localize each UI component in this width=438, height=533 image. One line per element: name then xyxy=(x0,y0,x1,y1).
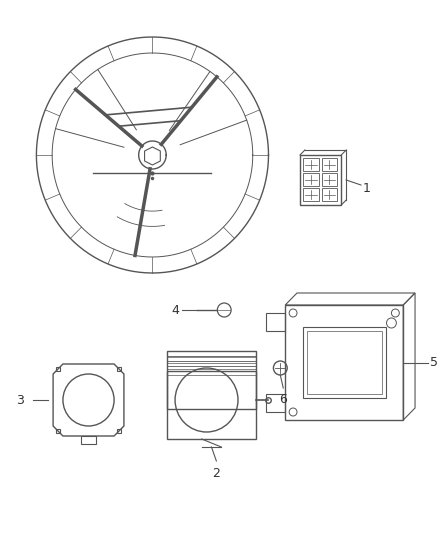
Bar xyxy=(321,173,337,186)
Text: 4: 4 xyxy=(171,303,179,317)
Bar xyxy=(265,394,285,412)
Text: 5: 5 xyxy=(430,356,438,369)
Bar xyxy=(303,173,318,186)
Text: 1: 1 xyxy=(363,182,371,195)
Bar xyxy=(300,155,341,205)
Bar xyxy=(303,158,318,171)
Text: 6: 6 xyxy=(279,393,287,406)
Text: 2: 2 xyxy=(212,467,220,480)
Bar xyxy=(167,351,256,409)
Text: 3: 3 xyxy=(16,393,24,407)
Bar xyxy=(321,188,337,201)
Bar xyxy=(303,327,385,398)
Bar xyxy=(285,305,403,420)
Bar xyxy=(265,313,285,331)
Bar xyxy=(81,436,96,444)
Bar xyxy=(321,158,337,171)
Bar xyxy=(303,188,318,201)
Bar xyxy=(167,371,256,439)
Bar xyxy=(307,331,381,394)
